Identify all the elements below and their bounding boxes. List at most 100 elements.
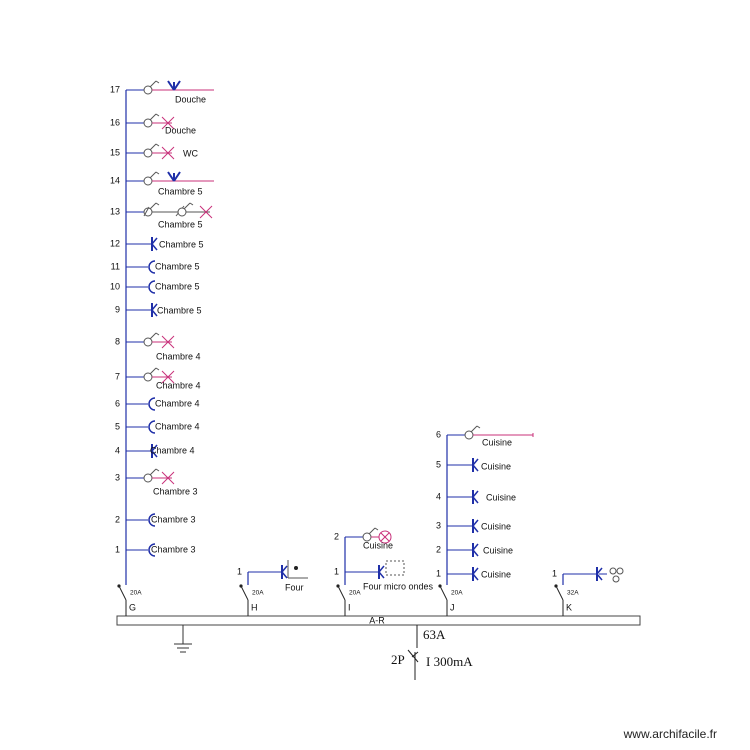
row-label: Chambre 4 — [156, 380, 201, 390]
row-number: 9 — [115, 304, 120, 314]
wire — [281, 565, 288, 573]
wire — [368, 527, 376, 535]
wire — [155, 80, 160, 84]
wire — [149, 202, 157, 210]
breaker-rating: 20A — [252, 590, 264, 597]
main-sensitivity: I 300mA — [426, 654, 473, 669]
socket — [148, 420, 156, 434]
breaker-rating: 20A — [349, 590, 361, 597]
row-number: 7 — [115, 371, 120, 381]
wire — [143, 206, 150, 217]
row-label: Chambre 5 — [155, 281, 200, 291]
switch — [143, 148, 153, 158]
wire — [161, 370, 175, 384]
wire — [378, 565, 385, 573]
main-rating: 63A — [423, 627, 446, 642]
wire — [470, 425, 478, 433]
wire — [149, 468, 157, 476]
row-number: 13 — [110, 206, 120, 216]
socket — [148, 397, 156, 411]
wire — [378, 571, 385, 579]
wire — [151, 237, 158, 245]
wire — [151, 444, 158, 452]
wire — [472, 573, 479, 581]
row-number: 1 — [552, 568, 557, 578]
circuit-name: I — [348, 602, 351, 612]
wire — [149, 113, 157, 121]
row-number: 3 — [115, 472, 120, 482]
wire — [472, 519, 479, 527]
row-label: Cuisine — [483, 545, 513, 555]
row-label: Chambre 4 — [156, 351, 201, 361]
breaker-rating: 20A — [130, 590, 142, 597]
wire — [596, 567, 603, 575]
row-number: 6 — [436, 429, 441, 439]
wire — [155, 113, 160, 117]
row-label: Cuisine — [482, 437, 512, 447]
switch — [464, 430, 474, 440]
row-number: 2 — [436, 544, 441, 554]
row-number: 8 — [115, 336, 120, 346]
main-switch — [407, 625, 419, 680]
wire — [155, 143, 160, 147]
wire — [555, 585, 564, 601]
wire — [472, 496, 479, 504]
row-number: 5 — [115, 421, 120, 431]
wire — [374, 527, 379, 531]
main-poles: 2P — [391, 652, 405, 667]
row-label: Chambre 5 — [157, 305, 202, 315]
socket — [148, 543, 156, 557]
wire — [337, 585, 346, 601]
row-number: 3 — [436, 520, 441, 530]
wire — [281, 571, 288, 579]
wire — [149, 171, 157, 179]
row-number: 4 — [115, 445, 120, 455]
appliance-box — [385, 560, 405, 576]
row-number: 15 — [110, 147, 120, 157]
row-label: WC — [183, 148, 198, 158]
wire — [183, 202, 191, 210]
wire — [472, 490, 479, 498]
ground-symbol — [174, 625, 192, 653]
row-label: Chambre 5 — [158, 219, 203, 229]
bus-bar — [116, 615, 641, 626]
wire — [167, 80, 175, 91]
row-label: Chambre 5 — [155, 261, 200, 271]
switch — [143, 85, 153, 95]
switch — [143, 337, 153, 347]
wire — [161, 146, 175, 160]
row-number: 1 — [115, 544, 120, 554]
row-label: Chambre 3 — [151, 544, 196, 554]
wire — [155, 171, 160, 175]
wire — [155, 468, 160, 472]
wire — [149, 80, 157, 88]
switch — [143, 118, 153, 128]
wire — [151, 243, 158, 251]
wire — [155, 332, 160, 336]
wire — [173, 80, 181, 91]
row-label: Cuisine — [363, 540, 393, 550]
row-label: Chambre 3 — [151, 514, 196, 524]
wire — [472, 543, 479, 551]
wire — [472, 464, 479, 472]
row-number: 4 — [436, 491, 441, 501]
appliance-dot — [294, 566, 298, 570]
row-label: Four — [285, 582, 304, 592]
wire — [161, 116, 175, 130]
row-label: Chambre 3 — [153, 486, 198, 496]
wire — [151, 303, 158, 311]
row-label: Chambre 5 — [159, 239, 204, 249]
circuit-name: G — [129, 602, 136, 612]
row-number: 10 — [110, 281, 120, 291]
appliance — [616, 567, 624, 575]
row-number: 1 — [237, 566, 242, 576]
row-number: 1 — [334, 566, 339, 576]
switch — [177, 207, 187, 217]
breaker-rating: 20A — [451, 590, 463, 597]
row-number: 12 — [110, 238, 120, 248]
breaker-rating: 32A — [567, 590, 579, 597]
row-label: Chambre 4 — [150, 445, 195, 455]
wire — [151, 450, 158, 458]
row-number: 2 — [334, 531, 339, 541]
